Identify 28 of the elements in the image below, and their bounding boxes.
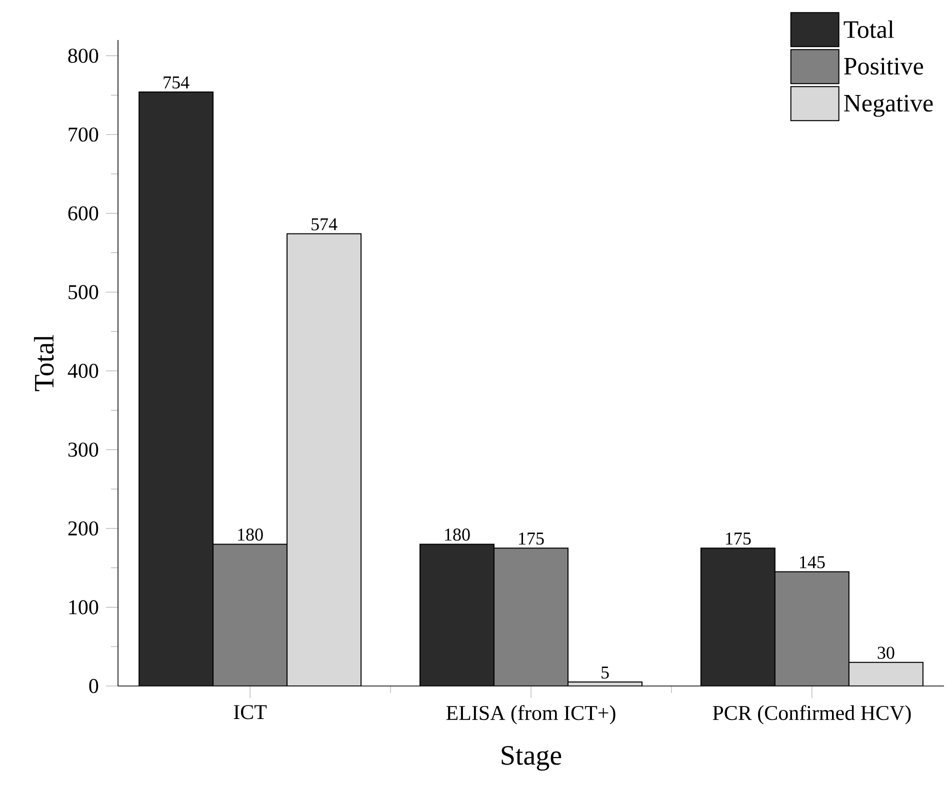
y-tick-label: 300 xyxy=(68,442,98,457)
x-tick-label: ICT xyxy=(234,705,267,720)
y-tick-label: 400 xyxy=(68,364,98,378)
x-tick-label: ELISA (from ICT+) xyxy=(446,705,616,724)
legend-label: Negative xyxy=(844,94,933,117)
data-label: 30 xyxy=(878,646,894,659)
data-label: 180 xyxy=(238,528,263,541)
y-tick-label: 200 xyxy=(68,521,98,536)
y-tick-label: 600 xyxy=(68,206,98,220)
y-tick-label: 0 xyxy=(89,678,98,694)
data-label: 175 xyxy=(726,532,751,545)
legend-label: Total xyxy=(844,20,894,38)
bar xyxy=(286,233,362,686)
y-axis-title: Total xyxy=(34,334,54,392)
data-label: 574 xyxy=(312,218,338,230)
y-tick-label: 100 xyxy=(69,600,98,614)
x-tick-label: PCR (Confirmed HCV) xyxy=(712,705,911,724)
y-tick-label: 800 xyxy=(68,48,98,63)
data-label: 145 xyxy=(800,556,825,568)
legend-label: Positive xyxy=(844,58,924,75)
x-axis-title: Stage xyxy=(502,746,562,771)
data-label: 175 xyxy=(519,532,544,545)
data-label: 180 xyxy=(445,528,470,541)
bar xyxy=(848,662,924,686)
data-label: 5 xyxy=(602,666,609,679)
data-label: 754 xyxy=(164,76,190,89)
y-tick-label: 500 xyxy=(68,285,98,300)
y-tick-label: 700 xyxy=(68,127,98,142)
